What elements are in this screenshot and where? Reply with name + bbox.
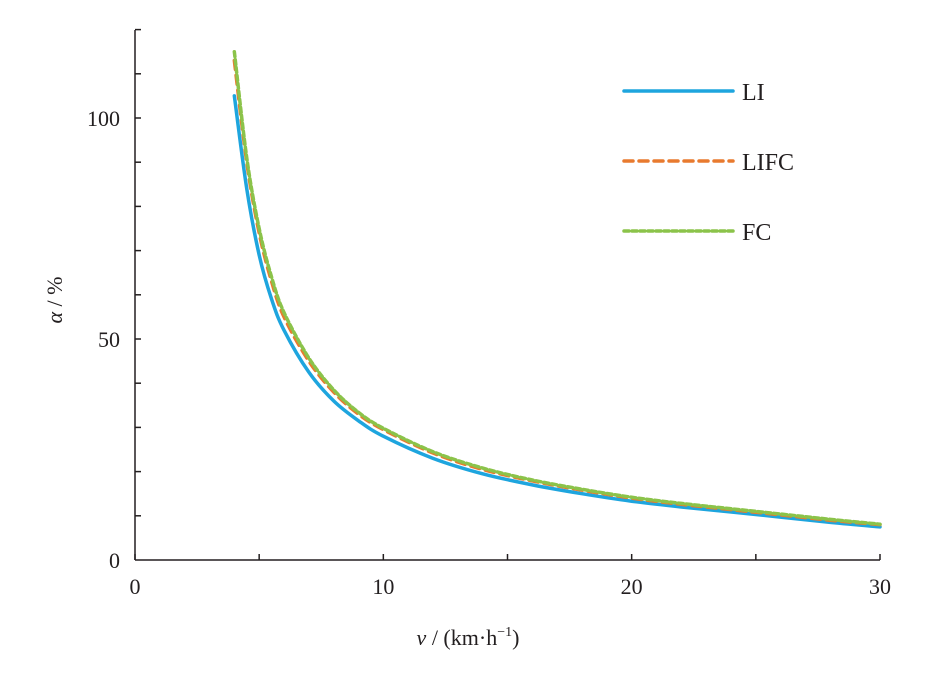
series-line-lifc: [232, 58, 882, 527]
legend: LI LIFC FC: [622, 80, 794, 246]
x-tick-label: 30: [869, 574, 891, 599]
series-line-li: [232, 94, 882, 529]
legend-label-fc: FC: [742, 220, 771, 246]
y-tick-label: 100: [87, 106, 120, 131]
y-tick-label: 0: [109, 548, 120, 573]
y-axis-title: α / %: [42, 276, 67, 323]
y-tick-label: 50: [98, 327, 120, 352]
series-line-fc: [232, 49, 882, 526]
x-axis-title: v / (km·h−1): [417, 625, 520, 650]
legend-label-lifc: LIFC: [742, 150, 794, 176]
x-tick-label: 10: [372, 574, 394, 599]
x-tick-label: 0: [130, 574, 141, 599]
legend-label-li: LI: [742, 80, 765, 106]
x-tick-label: 20: [621, 574, 643, 599]
